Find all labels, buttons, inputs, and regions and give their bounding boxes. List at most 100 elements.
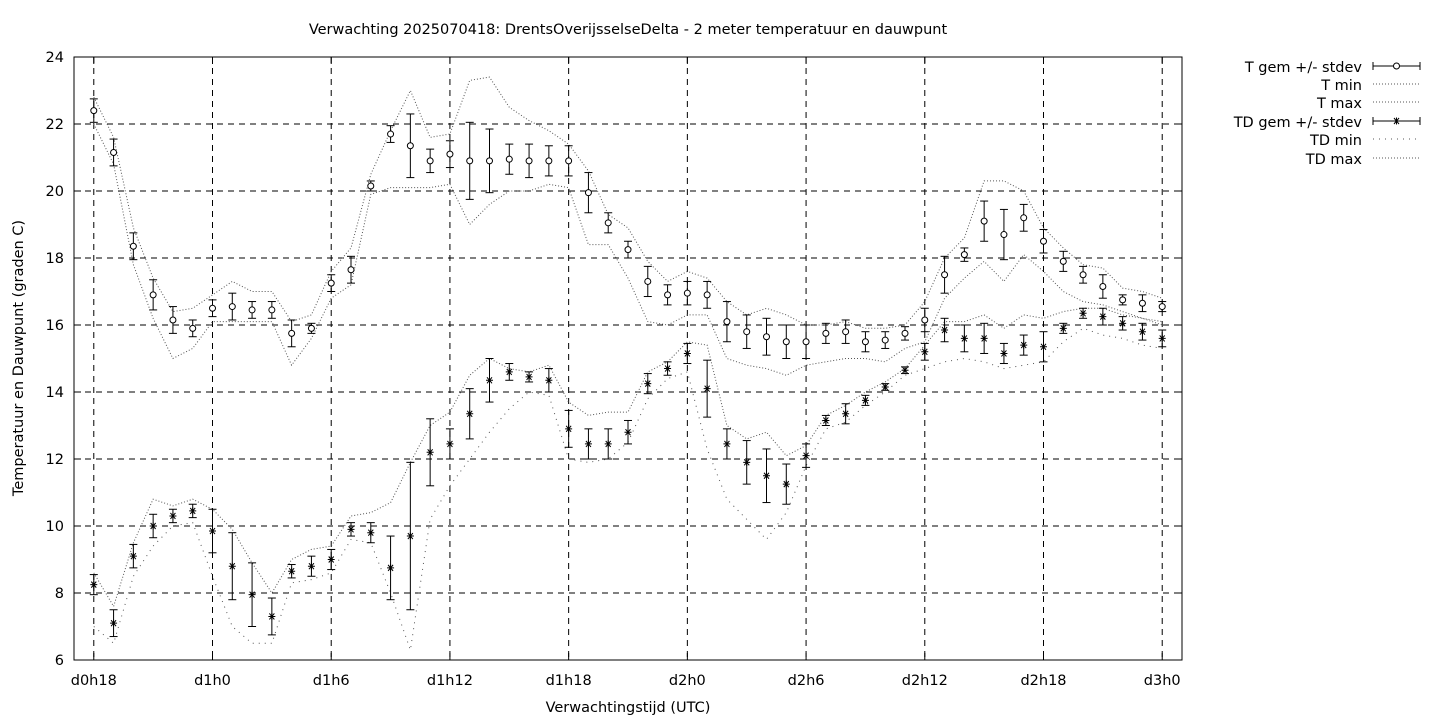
data-point xyxy=(525,157,533,165)
data-point xyxy=(525,373,533,381)
data-point xyxy=(921,316,929,324)
legend: T gem +/- stdev T min T max TD gem +/- s… xyxy=(1233,60,1421,168)
data-point xyxy=(842,410,850,418)
data-point xyxy=(307,324,315,332)
series-line-td-min xyxy=(93,327,1163,651)
legend-label-t-max: T max xyxy=(1316,96,1362,112)
plot-frame xyxy=(73,56,1183,661)
x-tick-label: d1h18 xyxy=(546,673,592,689)
y-tick-label: 10 xyxy=(46,519,64,535)
series-line-td-max xyxy=(93,307,1163,608)
data-point xyxy=(1020,341,1028,349)
data-point xyxy=(169,316,177,324)
data-point xyxy=(1099,313,1107,321)
data-point xyxy=(881,336,889,344)
x-tick-label: d1h12 xyxy=(427,673,473,689)
data-point xyxy=(486,157,493,165)
y-axis-ticks: 6 8 10 12 14 16 18 20 22 24 xyxy=(46,50,1182,669)
y-tick-label: 20 xyxy=(46,184,64,200)
data-point xyxy=(149,522,157,530)
data-point xyxy=(1000,231,1008,239)
legend-label-t-mean: T gem +/- stdev xyxy=(1244,60,1363,76)
data-point xyxy=(782,480,790,488)
data-point xyxy=(644,380,652,388)
data-point xyxy=(604,440,612,448)
legend-label-td-max: TD max xyxy=(1305,152,1363,168)
data-point xyxy=(921,348,929,356)
data-point xyxy=(664,291,672,299)
data-point xyxy=(545,376,553,384)
data-point xyxy=(387,130,395,138)
data-point xyxy=(129,552,137,560)
data-point xyxy=(367,182,375,190)
data-point xyxy=(486,376,493,384)
data-point xyxy=(941,326,949,334)
data-point xyxy=(129,242,137,250)
legend-label-td-mean: TD gem +/- stdev xyxy=(1233,115,1363,131)
data-point xyxy=(90,107,98,115)
legend-label-td-min: TD min xyxy=(1309,133,1362,149)
data-point xyxy=(268,612,276,620)
data-point xyxy=(505,368,513,376)
data-point xyxy=(763,472,770,480)
grid xyxy=(74,57,1182,660)
legend-sample-marker xyxy=(1393,117,1400,125)
data-point xyxy=(288,567,296,575)
y-tick-label: 12 xyxy=(46,452,64,468)
data-point xyxy=(1119,296,1127,304)
data-point xyxy=(347,266,355,274)
data-point xyxy=(604,219,612,227)
data-point xyxy=(743,328,751,336)
data-point xyxy=(406,532,414,540)
data-point xyxy=(624,246,632,254)
data-point xyxy=(426,448,434,456)
data-point xyxy=(110,148,118,156)
data-point xyxy=(763,333,770,341)
x-tick-label: d3h0 xyxy=(1144,673,1181,689)
data-point xyxy=(505,155,513,163)
data-point xyxy=(881,383,889,391)
data-point xyxy=(189,507,197,515)
data-point xyxy=(723,440,731,448)
data-point xyxy=(1158,303,1166,311)
data-point xyxy=(248,591,256,599)
data-point xyxy=(802,338,810,346)
data-point xyxy=(1158,334,1166,342)
data-point xyxy=(110,619,118,627)
data-point xyxy=(683,349,691,357)
x-tick-label: d1h0 xyxy=(194,673,231,689)
data-point xyxy=(327,556,335,563)
y-tick-label: 22 xyxy=(46,117,64,133)
data-point xyxy=(960,334,968,342)
y-tick-label: 18 xyxy=(46,251,64,267)
data-point xyxy=(901,329,909,337)
data-point xyxy=(387,564,395,572)
data-point xyxy=(565,425,573,433)
data-point xyxy=(1099,282,1107,290)
data-point xyxy=(288,329,296,337)
data-point xyxy=(446,440,454,448)
legend-label-t-min: T min xyxy=(1320,78,1362,94)
data-point xyxy=(782,338,790,346)
x-tick-label: d2h12 xyxy=(902,673,948,689)
data-point xyxy=(446,150,454,158)
y-tick-label: 24 xyxy=(46,50,64,66)
series-line-t-max xyxy=(93,76,1163,329)
data-point xyxy=(1119,319,1127,327)
data-point xyxy=(1020,214,1028,222)
data-point xyxy=(268,306,276,314)
y-axis-label: Temperatuur en Dauwpunt (graden C) xyxy=(11,220,27,497)
data-point xyxy=(1040,237,1047,245)
x-tick-label: d2h6 xyxy=(788,673,825,689)
data-point xyxy=(901,366,909,374)
data-point xyxy=(941,271,949,279)
data-point xyxy=(822,416,830,424)
series-td-mean xyxy=(89,307,1167,638)
x-tick-label: d1h6 xyxy=(313,673,350,689)
data-point xyxy=(980,334,988,342)
x-axis-label: Verwachtingstijd (UTC) xyxy=(546,700,711,716)
data-point xyxy=(149,291,157,299)
data-point xyxy=(822,329,830,337)
y-tick-label: 16 xyxy=(46,318,64,334)
